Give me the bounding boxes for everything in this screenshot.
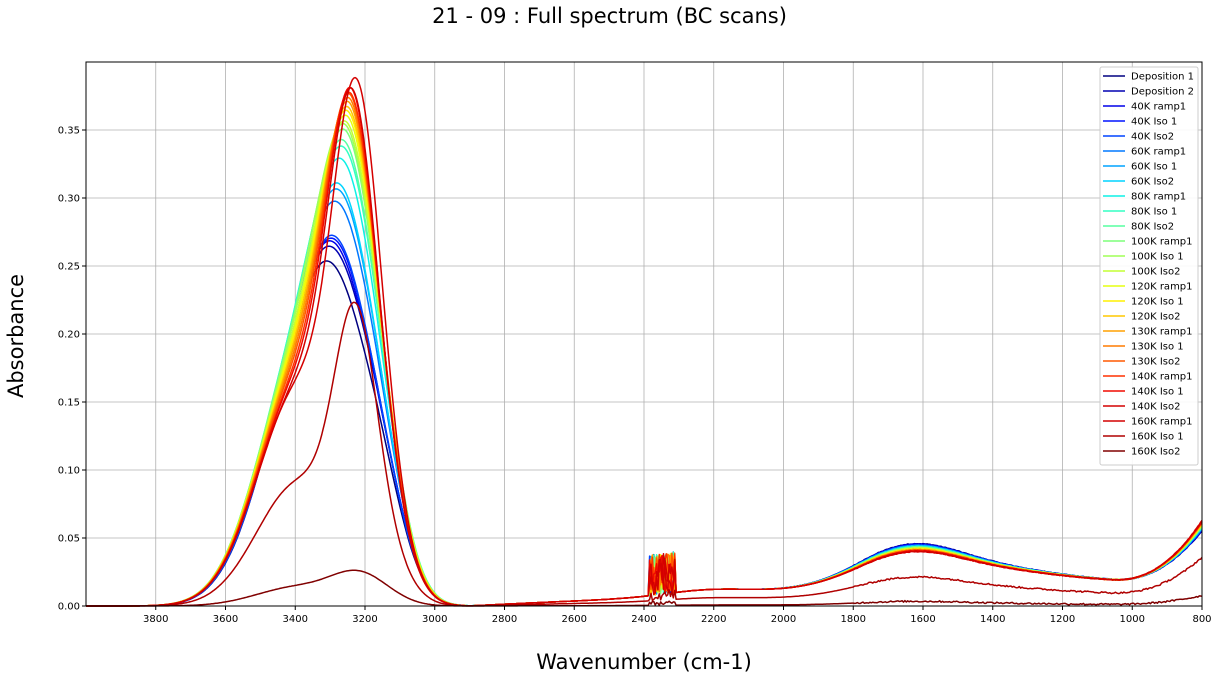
legend-entry-label: 80K ramp1 xyxy=(1131,192,1186,203)
legend-entry-label: 160K ramp1 xyxy=(1131,417,1193,428)
series-line xyxy=(86,76,1203,607)
y-tick-label: 0.00 xyxy=(58,602,80,613)
y-tick-label: 0.10 xyxy=(58,466,80,477)
y-tick-label: 0.15 xyxy=(58,398,80,409)
y-tick-label: 0.05 xyxy=(58,534,80,545)
y-tick-label: 0.35 xyxy=(58,126,80,137)
legend-entry-label: 40K Iso2 xyxy=(1131,132,1174,143)
chart-title: 21 - 09 : Full spectrum (BC scans) xyxy=(432,4,787,28)
legend-entry-label: 80K Iso 1 xyxy=(1131,207,1177,218)
y-tick-label: 0.25 xyxy=(58,262,80,273)
x-tick-label: 3400 xyxy=(283,614,308,625)
legend-entry-label: 100K Iso 1 xyxy=(1131,252,1184,263)
x-tick-label: 1200 xyxy=(1050,614,1075,625)
x-tick-label: 3600 xyxy=(213,614,238,625)
x-tick-label: 2600 xyxy=(562,614,587,625)
legend-entry-label: 60K Iso2 xyxy=(1131,177,1174,188)
x-tick-label: 1600 xyxy=(910,614,935,625)
x-tick-label: 2200 xyxy=(701,614,726,625)
legend-entry-label: 130K ramp1 xyxy=(1131,327,1193,338)
legend-entry-label: Deposition 1 xyxy=(1131,72,1194,83)
legend-entry-label: 80K Iso2 xyxy=(1131,222,1174,233)
x-tick-label: 800 xyxy=(1192,614,1211,625)
legend-entry-label: 130K Iso 1 xyxy=(1131,342,1184,353)
series-lines xyxy=(86,76,1203,607)
x-tick-label: 3800 xyxy=(143,614,168,625)
legend-entry-label: 140K ramp1 xyxy=(1131,372,1193,383)
x-tick-label: 3000 xyxy=(422,614,447,625)
legend-entry-label: 140K Iso2 xyxy=(1131,402,1180,413)
x-tick-label: 3200 xyxy=(352,614,377,625)
series-line xyxy=(86,301,1203,607)
x-axis-label: Wavenumber (cm-1) xyxy=(536,650,752,674)
grid xyxy=(86,62,1203,607)
legend-entry-label: 40K Iso 1 xyxy=(1131,117,1177,128)
y-ticks: 0.00 0.05 0.10 0.15 0.20 0.25 0.30 0.35 xyxy=(58,126,86,613)
legend-entry-label: 60K Iso 1 xyxy=(1131,162,1177,173)
legend-entry-label: 120K Iso 1 xyxy=(1131,297,1184,308)
legend-entry-label: Deposition 2 xyxy=(1131,87,1194,98)
x-tick-label: 1800 xyxy=(841,614,866,625)
series-line xyxy=(86,569,1203,607)
legend-entry-label: 120K Iso2 xyxy=(1131,312,1180,323)
x-tick-label: 1000 xyxy=(1120,614,1145,625)
legend-entry-label: 100K ramp1 xyxy=(1131,237,1193,248)
legend-entry-label: 130K Iso2 xyxy=(1131,357,1180,368)
legend-entry-label: 120K ramp1 xyxy=(1131,282,1193,293)
x-tick-label: 2000 xyxy=(771,614,796,625)
x-tick-label: 2800 xyxy=(492,614,517,625)
legend-entry-label: 140K Iso 1 xyxy=(1131,387,1184,398)
legend-entry-label: 160K Iso 1 xyxy=(1131,432,1184,443)
legend: Deposition 1 Deposition 2 40K ramp1 40K Iso… xyxy=(1099,66,1199,466)
legend-entry-label: 100K Iso2 xyxy=(1131,267,1180,278)
legend-entry-label: 60K ramp1 xyxy=(1131,147,1186,158)
x-tick-label: 1400 xyxy=(980,614,1005,625)
x-tick-label: 2400 xyxy=(631,614,656,625)
legend-entry-label: 40K ramp1 xyxy=(1131,102,1186,113)
y-tick-label: 0.30 xyxy=(58,194,80,205)
y-tick-label: 0.20 xyxy=(58,330,80,341)
x-ticks: 3800 3600 3400 3200 3000 2800 2600 2400 2200 2000… xyxy=(143,606,1212,625)
legend-entry-label: 160K Iso2 xyxy=(1131,447,1180,458)
